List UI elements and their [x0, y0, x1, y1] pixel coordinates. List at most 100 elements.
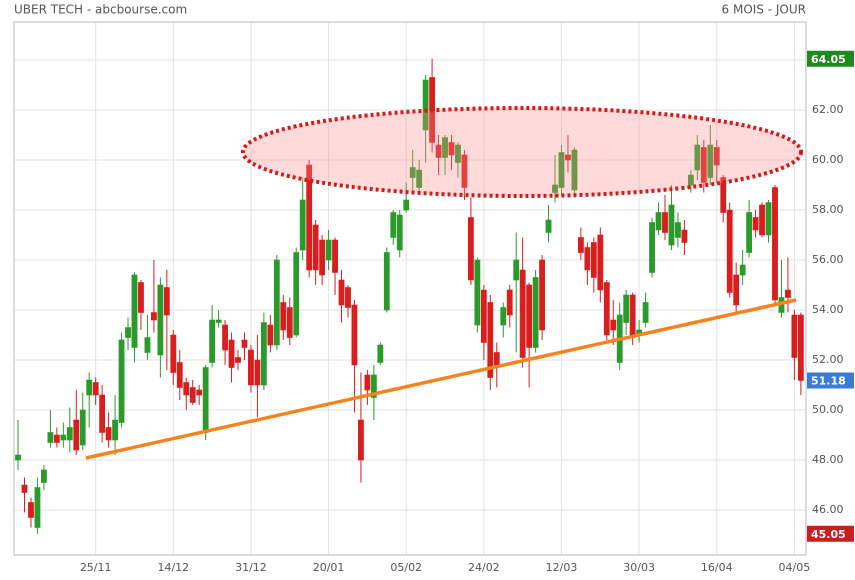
candle-body: [468, 217, 474, 281]
candle-body: [629, 294, 636, 338]
candle-body: [733, 274, 740, 306]
candle-body: [47, 432, 54, 443]
candle-body: [260, 322, 267, 386]
candle-body: [513, 259, 520, 281]
candle-body: [248, 349, 254, 386]
candles: [15, 58, 804, 534]
candle-body: [28, 502, 34, 518]
candle-body: [325, 239, 332, 261]
x-tick-label: 20/01: [313, 561, 345, 574]
candle-body: [351, 304, 358, 366]
candle-body: [383, 252, 390, 311]
candle-body: [358, 419, 364, 461]
candle-body: [403, 199, 410, 211]
candle-body: [202, 367, 209, 433]
y-tick-label: 50.00: [812, 403, 844, 416]
candle-body: [539, 259, 545, 331]
candle-body: [150, 312, 157, 321]
candle-body: [396, 214, 403, 251]
candle-body: [545, 219, 552, 233]
candle-body: [655, 212, 662, 231]
candle-body: [338, 279, 345, 306]
candle-body: [209, 319, 216, 363]
candle-body: [21, 484, 28, 493]
candle-body: [772, 187, 778, 301]
x-tick-label: 24/02: [468, 561, 500, 574]
candle-body: [215, 319, 222, 323]
candle-body: [610, 319, 617, 331]
x-tick-label: 31/12: [235, 561, 267, 574]
y-tick-label: 54.00: [812, 303, 844, 316]
candle-body: [461, 154, 468, 188]
candle-body: [176, 362, 183, 388]
candle-body: [118, 339, 125, 423]
plot-frame: [13, 21, 807, 556]
x-tick-label: 14/12: [157, 561, 189, 574]
candle-body: [312, 224, 319, 271]
candle-body: [99, 394, 106, 433]
candle-body: [442, 137, 448, 158]
candle-body: [377, 344, 384, 363]
candle-body: [474, 259, 481, 326]
candle-body: [506, 289, 513, 316]
x-tick-label: 16/04: [701, 561, 733, 574]
candle-body: [590, 242, 597, 278]
candle-body: [131, 274, 138, 348]
candle-body: [785, 289, 791, 298]
candle-body: [286, 307, 293, 338]
candle-body: [455, 144, 461, 163]
price-badge: [807, 525, 854, 542]
candle-body: [273, 259, 280, 346]
candle-body: [681, 229, 688, 243]
candle-body: [163, 287, 170, 316]
y-tick-label: 62.00: [812, 103, 844, 116]
candle-body: [668, 204, 675, 246]
candle-body: [720, 177, 727, 213]
candle-body: [552, 184, 558, 193]
candle-body: [241, 339, 248, 348]
candle-body: [597, 234, 604, 291]
candle-body: [713, 147, 720, 166]
candle-body: [79, 409, 86, 446]
candle-body: [345, 287, 351, 308]
candle-body: [144, 337, 151, 353]
candle-body: [235, 357, 241, 363]
candle-body: [416, 169, 423, 188]
candle-body: [565, 154, 571, 161]
candle-body: [66, 427, 73, 441]
y-tick-label: 56.00: [812, 253, 844, 266]
y-tick-label: 52.00: [812, 353, 844, 366]
candle-body: [603, 282, 610, 336]
resistance-zone: [241, 106, 803, 198]
candle-body: [15, 454, 21, 461]
candle-body: [157, 284, 164, 356]
candle-body: [112, 419, 118, 441]
candle-body: [280, 302, 287, 331]
x-tick-label: 04/05: [779, 561, 811, 574]
candle-body: [73, 419, 80, 451]
price-badge-label: 51.18: [811, 375, 846, 388]
candle-body: [105, 427, 112, 441]
candle-body: [299, 199, 306, 251]
trend-line: [85, 298, 797, 460]
x-tick-label: 25/11: [80, 561, 112, 574]
candle-body: [519, 269, 526, 358]
candle-body: [532, 277, 539, 348]
x-tick-label: 30/03: [623, 561, 655, 574]
candle-body: [797, 314, 804, 381]
price-badge-label: 45.05: [811, 528, 846, 541]
candle-body: [435, 144, 442, 158]
candle-body: [577, 237, 584, 253]
candle-body: [138, 282, 144, 313]
candle-body: [332, 239, 338, 273]
chart-title: UBER TECH - abcbourse.com: [14, 3, 187, 17]
candle-body: [623, 294, 630, 323]
candle-body: [34, 487, 41, 528]
candle-body: [649, 222, 655, 273]
candle-body: [487, 302, 494, 378]
candle-body: [254, 359, 261, 386]
candle-body: [319, 239, 326, 276]
candle-body: [448, 142, 455, 156]
candle-body: [293, 252, 300, 336]
